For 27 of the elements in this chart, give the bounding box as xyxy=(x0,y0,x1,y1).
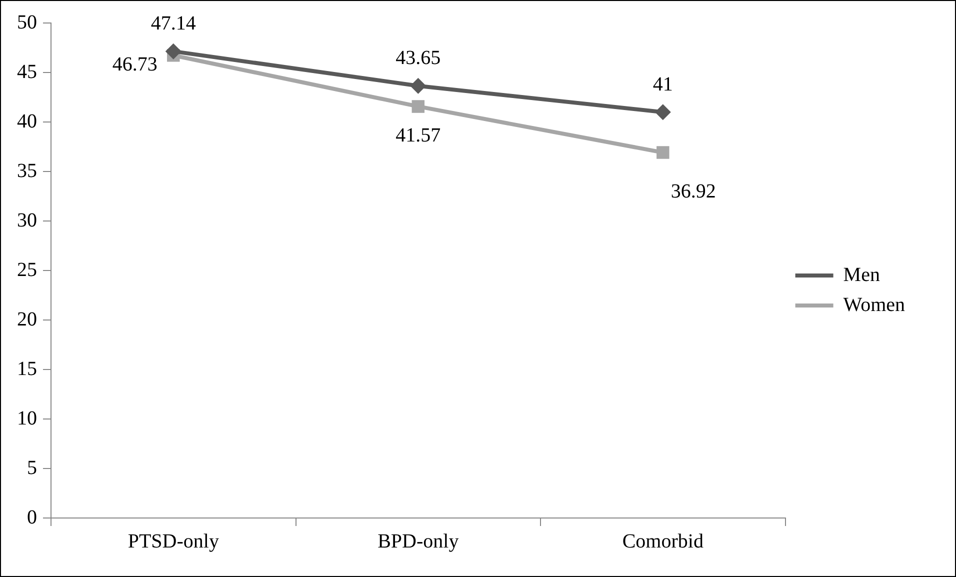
y-tick-label: 5 xyxy=(27,456,37,479)
x-tick-label: Comorbid xyxy=(622,530,704,552)
data-label: 41.57 xyxy=(396,124,441,147)
y-tick-label: 45 xyxy=(17,60,37,83)
x-tick-label: BPD-only xyxy=(378,530,459,552)
y-tick-label: 20 xyxy=(17,308,37,330)
legend-label: Women xyxy=(843,294,906,316)
point xyxy=(412,100,425,113)
y-tick-label: 10 xyxy=(17,407,37,430)
data-label: 46.73 xyxy=(112,54,158,76)
legend-label: Men xyxy=(843,264,880,286)
y-tick-label: 0 xyxy=(27,506,37,528)
point xyxy=(165,43,182,60)
data-label: 47.14 xyxy=(150,12,196,35)
point xyxy=(654,104,671,120)
y-tick-label: 40 xyxy=(17,110,37,132)
x-tick-label: PTSD-only xyxy=(128,530,219,552)
point xyxy=(656,146,670,159)
y-tick-label: 50 xyxy=(17,11,37,34)
y-tick-label: 30 xyxy=(17,209,37,232)
point xyxy=(410,78,426,94)
y-tick-label: 15 xyxy=(17,358,37,380)
y-tick-label: 35 xyxy=(17,160,37,182)
data-label: 41 xyxy=(652,73,673,96)
data-label: 36.92 xyxy=(670,180,716,203)
data-label: 43.65 xyxy=(396,47,441,70)
y-tick-label: 25 xyxy=(17,258,37,281)
